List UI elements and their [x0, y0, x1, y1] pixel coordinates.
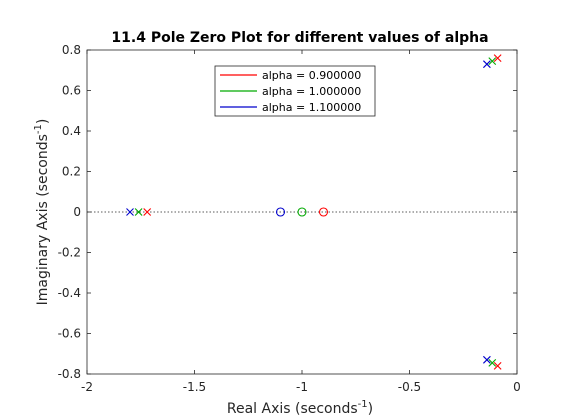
y-tick-label: 0	[73, 205, 81, 219]
x-axis-title-exponent: -1	[358, 399, 368, 410]
pole-marker	[488, 358, 497, 367]
y-tick-label: 0.8	[62, 43, 81, 57]
y-tick-label: 0.2	[62, 165, 81, 179]
y-axis-title-close: )	[35, 119, 51, 124]
axis-ticks: -2 -1.5 -1 -0.5 0 -0.8 -0.6 -0.4 -0.2 0 0.2 0.4 0.6 0…	[58, 43, 521, 394]
svg-text:Real Axis (seconds-1): Real Axis (seconds-1)	[227, 399, 373, 417]
y-tick-label: 0.6	[62, 84, 81, 98]
legend: alpha = 0.900000 alpha = 1.000000 alpha = …	[214, 65, 376, 117]
y-tick-label: -0.2	[58, 246, 81, 260]
legend-label: alpha = 1.000000	[262, 85, 361, 98]
x-tick-label: 0	[513, 380, 521, 394]
x-axis-title-main: Real Axis (seconds	[227, 401, 358, 417]
zero-marker	[318, 207, 329, 217]
pole-marker	[493, 362, 502, 370]
pole-marker	[126, 208, 134, 216]
pole-marker	[483, 60, 491, 69]
legend-label: alpha = 1.100000	[262, 101, 361, 114]
y-tick-label: -0.8	[58, 367, 81, 381]
svg-text:Imaginary Axis (seconds-1): Imaginary Axis (seconds-1)	[33, 119, 51, 306]
x-tick-label: -1.5	[183, 380, 206, 394]
y-tick-label: 0.4	[62, 124, 81, 138]
y-axis-title-main: Imaginary Axis (seconds	[35, 134, 51, 305]
x-axis-title: Real Axis (seconds-1)	[227, 399, 373, 417]
pole-marker	[143, 208, 152, 216]
y-axis-title: Imaginary Axis (seconds-1)	[33, 119, 51, 306]
pole-marker	[483, 355, 491, 364]
y-axis-title-exponent: -1	[33, 124, 44, 134]
pole-marker	[493, 54, 502, 62]
pole-marker	[488, 57, 497, 66]
pole-zero-markers	[126, 54, 502, 370]
x-tick-label: -0.5	[398, 380, 421, 394]
chart-title: 11.4 Pole Zero Plot for different values…	[111, 30, 488, 46]
pole-marker	[134, 208, 143, 216]
zero-marker	[275, 207, 286, 217]
zero-marker	[297, 207, 307, 217]
y-tick-label: -0.4	[58, 286, 81, 300]
x-axis-title-close: )	[368, 401, 373, 417]
x-tick-label: -1	[296, 380, 308, 394]
y-tick-label: -0.6	[58, 327, 81, 341]
legend-label: alpha = 0.900000	[262, 69, 361, 82]
x-tick-label: -2	[81, 380, 93, 394]
